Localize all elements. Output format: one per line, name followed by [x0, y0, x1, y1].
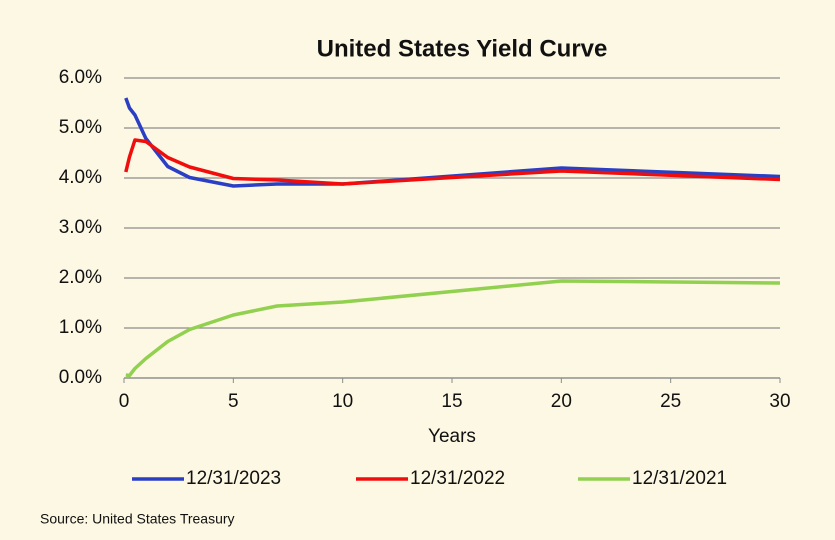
x-tick-label: 0 — [119, 391, 130, 412]
x-tick-label: 30 — [769, 391, 790, 412]
y-tick-label: 6.0% — [59, 67, 102, 88]
y-tick-label: 1.0% — [59, 317, 102, 338]
x-tick-label: 15 — [441, 391, 462, 412]
y-tick-label: 3.0% — [59, 217, 102, 238]
legend-label: 12/31/2023 — [186, 468, 281, 489]
x-axis-label: Years — [428, 426, 476, 447]
y-tick-label: 2.0% — [59, 267, 102, 288]
series-line — [124, 138, 781, 186]
y-tick-label: 4.0% — [59, 167, 102, 188]
x-tick-label: 20 — [551, 391, 572, 412]
y-tick-label: 5.0% — [59, 117, 102, 138]
chart-title: United States Yield Curve — [317, 35, 608, 62]
x-tick-label: 10 — [332, 391, 353, 412]
x-tick-label: 25 — [660, 391, 681, 412]
legend-label: 12/31/2021 — [632, 468, 727, 489]
x-tick-label: 5 — [228, 391, 239, 412]
legend-label: 12/31/2022 — [410, 468, 505, 489]
source: Source: United States Treasury — [40, 511, 235, 527]
series-line — [125, 279, 781, 378]
y-tick-label: 0.0% — [59, 367, 102, 388]
